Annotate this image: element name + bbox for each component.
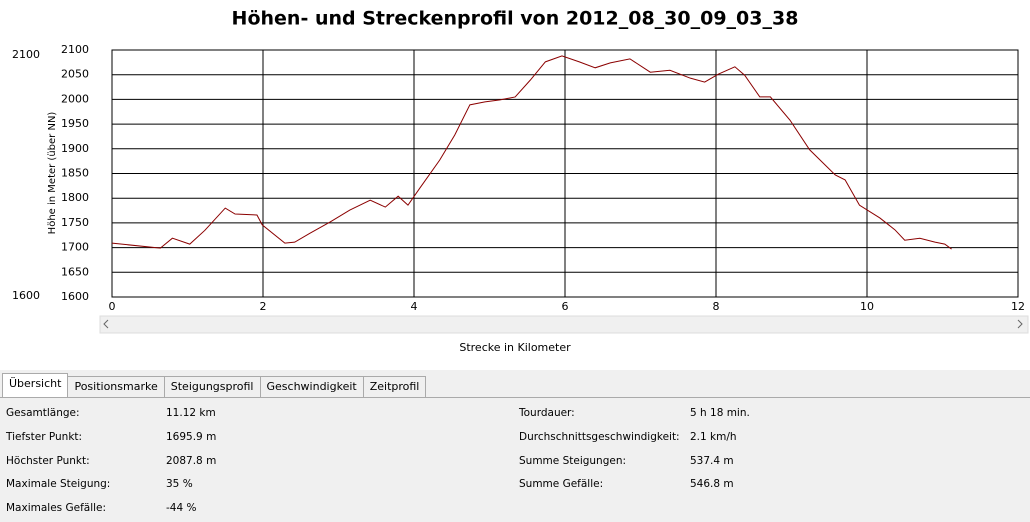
x-tick-label: 12 — [1011, 300, 1025, 313]
x-tick-label: 0 — [109, 300, 116, 313]
stats-panel: Gesamtlänge: 11.12 km Tiefster Punkt: 1695.… — [0, 397, 1030, 522]
x-tick-label: 8 — [713, 300, 720, 313]
y-tick-label: 1800 — [61, 191, 89, 204]
tab[interactable]: Geschwindigkeit — [259, 376, 364, 397]
y-tick-label: 1700 — [61, 241, 89, 254]
stat-value: 11.12 km — [166, 407, 216, 419]
y-tick-label: 1600 — [61, 290, 89, 303]
x-tick-label: 6 — [562, 300, 569, 313]
stat-label: Maximales Gefälle: — [6, 502, 107, 514]
stat-value: 5 h 18 min. — [690, 407, 750, 419]
tab[interactable]: Zeitprofil — [362, 376, 427, 397]
tab-bar: Übersicht Positionsmarke Steigungsprofil Ge… — [2, 373, 427, 398]
stat-label: Maximale Steigung: — [6, 478, 111, 490]
elevation-line — [111, 55, 952, 250]
stat-label: Höchster Punkt: — [6, 455, 90, 467]
chart-title: Höhen- und Streckenprofil von 2012_08_30… — [232, 8, 799, 30]
stat-value: -44 % — [166, 502, 197, 514]
x-tick-label: 2 — [260, 300, 267, 313]
y-tick-label: 2000 — [61, 92, 89, 105]
stat-label: Summe Steigungen: — [519, 455, 627, 467]
stat-label: Summe Gefälle: — [519, 478, 604, 490]
chart: Höhen- und Streckenprofil von 2012_08_30… — [0, 0, 1030, 370]
scroll-left[interactable] — [103, 319, 109, 329]
stat-label: Tourdauer: — [519, 407, 575, 419]
stat-value: 35 % — [166, 478, 193, 490]
y-max-input[interactable]: 2100 — [9, 46, 45, 64]
stat-value: 537.4 m — [690, 455, 734, 467]
y-tick-label: 1950 — [61, 117, 89, 130]
y-tick-label: 1750 — [61, 216, 89, 229]
stat-value: 1695.9 m — [166, 431, 217, 443]
stat-label: Tiefster Punkt: — [6, 431, 83, 443]
scrollbar[interactable] — [99, 315, 1029, 334]
tab[interactable]: Positionsmarke — [67, 376, 165, 397]
stat-value: 2.1 km/h — [690, 431, 737, 443]
scroll-right[interactable] — [1017, 319, 1023, 329]
x-tick-label: 4 — [411, 300, 418, 313]
x-axis-label: Strecke in Kilometer — [459, 341, 571, 354]
stat-value: 2087.8 m — [166, 455, 217, 467]
stat-value: 546.8 m — [690, 478, 734, 490]
y-axis-label: Höhe in Meter (über NN) — [47, 112, 58, 235]
tab[interactable]: Übersicht — [2, 373, 69, 398]
y-tick-label: 1900 — [61, 142, 89, 155]
stat-label: Gesamtlänge: — [6, 407, 80, 419]
y-tick-label: 1650 — [61, 265, 89, 278]
y-tick-label: 1850 — [61, 167, 89, 180]
x-tick-label: 10 — [860, 300, 874, 313]
stat-label: Durchschnittsgeschwindigkeit: — [519, 431, 680, 443]
y-tick-label: 2050 — [61, 68, 89, 81]
tab[interactable]: Steigungsprofil — [163, 376, 261, 397]
y-tick-label: 2100 — [61, 43, 89, 56]
y-min-input[interactable]: 1600 — [9, 287, 45, 305]
